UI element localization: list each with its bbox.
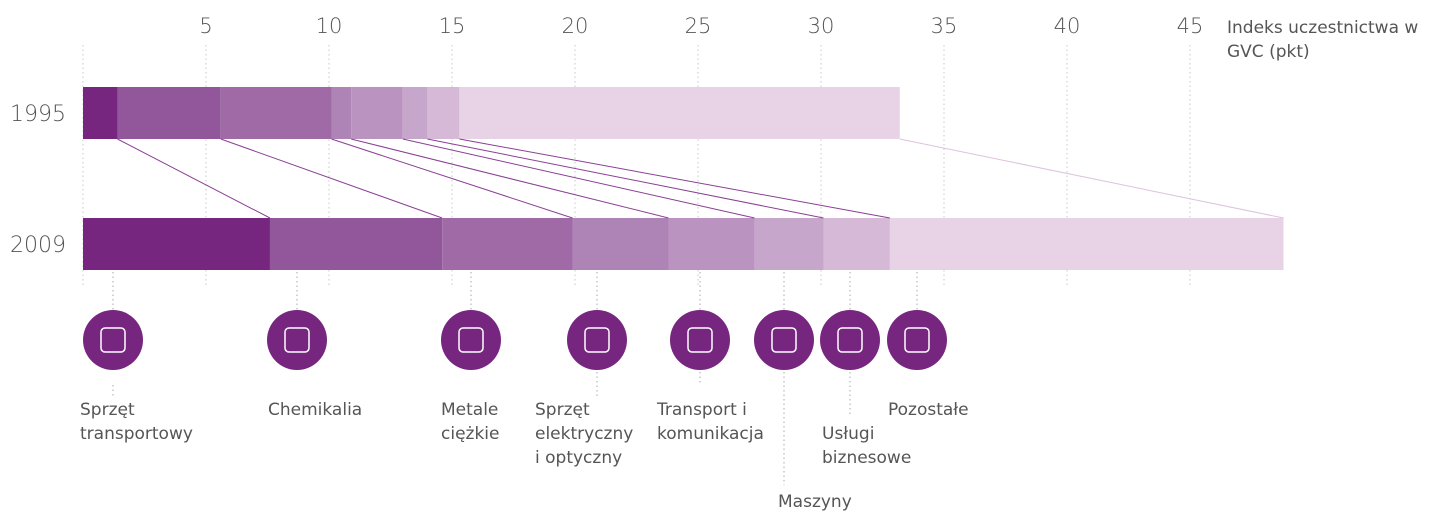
y-tick-label: 2009 xyxy=(10,233,66,258)
x-tick-label: 20 xyxy=(562,14,589,38)
bar-segment xyxy=(220,87,332,139)
connector xyxy=(117,138,271,219)
legend-label: Transport i komunikacja xyxy=(657,400,764,444)
connector xyxy=(899,138,1284,219)
icon xyxy=(441,310,501,370)
legend-label: Maszyny xyxy=(778,492,852,512)
legend-label: Chemikalia xyxy=(268,400,363,420)
bar-segment xyxy=(117,87,221,139)
legend-label: Sprzęt transportowy xyxy=(80,400,193,444)
bar-segment xyxy=(269,218,443,270)
icon-glyph xyxy=(584,327,610,353)
icon-glyph xyxy=(771,327,797,353)
legend-label: Sprzęt elektryczny i optyczny xyxy=(535,400,634,468)
x-tick-label: 45 xyxy=(1177,14,1204,38)
x-tick-label: 15 xyxy=(439,14,466,38)
icon xyxy=(267,310,327,370)
bar-segment xyxy=(331,87,352,139)
x-tick-label: 30 xyxy=(808,14,835,38)
connector xyxy=(459,138,890,219)
bar-segment xyxy=(889,218,1284,270)
icon-glyph xyxy=(837,327,863,353)
x-tick-label: 35 xyxy=(931,14,958,38)
icon xyxy=(820,310,880,370)
icon-glyph xyxy=(458,327,484,353)
icon xyxy=(754,310,814,370)
legend-label: Pozostałe xyxy=(888,400,969,420)
bar-segment xyxy=(572,218,669,270)
legend-label: Metale ciężkie xyxy=(441,400,500,444)
y-tick-label: 1995 xyxy=(10,102,66,127)
x-axis-label: Indeks uczestnictwa w GVC (pkt) xyxy=(1227,18,1419,62)
x-tick-label: 10 xyxy=(316,14,343,38)
bar-segment xyxy=(351,87,403,139)
bar-segment xyxy=(668,218,755,270)
icon-glyph xyxy=(284,327,310,353)
icon-glyph xyxy=(904,327,930,353)
bar-segment xyxy=(459,87,900,139)
bar-segment xyxy=(442,218,573,270)
bar-segment xyxy=(402,87,428,139)
connector xyxy=(427,138,824,219)
icon-glyph xyxy=(687,327,713,353)
connector xyxy=(402,138,755,219)
bar-segment xyxy=(83,87,118,139)
icon xyxy=(83,310,143,370)
bar-segment xyxy=(427,87,460,139)
bar-segment xyxy=(83,218,270,270)
bar-segment xyxy=(754,218,824,270)
connector xyxy=(331,138,573,219)
icon xyxy=(670,310,730,370)
connector xyxy=(220,138,443,219)
icon-glyph xyxy=(100,327,126,353)
x-tick-label: 40 xyxy=(1054,14,1081,38)
icon xyxy=(567,310,627,370)
icon xyxy=(887,310,947,370)
x-tick-label: 5 xyxy=(199,14,212,38)
legend-label: Usługi biznesowe xyxy=(822,424,912,468)
bar-segment xyxy=(823,218,890,270)
connector xyxy=(351,138,669,219)
x-tick-label: 25 xyxy=(685,14,712,38)
